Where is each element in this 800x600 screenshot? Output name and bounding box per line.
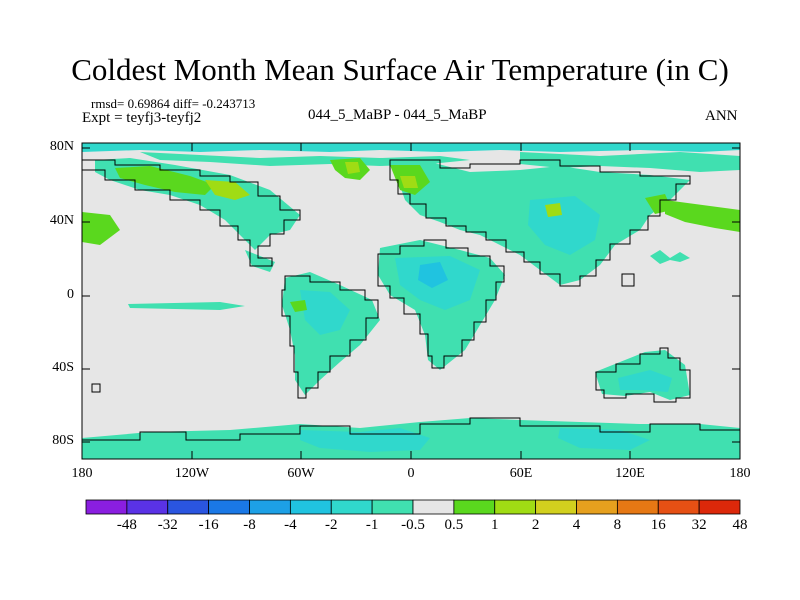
colorbar-swatch <box>657 499 700 515</box>
experiment-label: Expt = teyfj3-teyfj2 <box>82 110 202 126</box>
rmsd-diff-stats: rmsd= 0.69864 diff= -0.243713 <box>91 96 256 111</box>
arctic-anomaly <box>140 152 470 166</box>
eurasia-anomaly <box>400 176 418 188</box>
colorbar-swatch <box>289 499 332 515</box>
south-america-anomaly <box>290 300 307 312</box>
north-america-anomaly <box>115 166 215 195</box>
colorbar <box>85 499 741 515</box>
y-tick-label: 80S <box>52 433 74 448</box>
colorbar-swatch <box>616 499 659 515</box>
colorbar-label: -0.5 <box>401 517 425 533</box>
colorbar-swatch <box>249 499 291 515</box>
coastline <box>82 159 301 267</box>
colorbar-label: 1 <box>491 517 499 533</box>
colorbar-swatch <box>535 499 577 515</box>
arctic-anomaly <box>520 152 740 172</box>
colorbar-swatch <box>85 499 128 515</box>
colorbar-label: 0.5 <box>444 517 464 533</box>
eurasia-anomaly <box>665 200 740 232</box>
colorbar-label: 48 <box>732 517 748 533</box>
map-title: Coldest Month Mean Surface Air Temperatu… <box>71 52 729 87</box>
eurasia-anomaly <box>528 196 600 255</box>
sea-anomaly <box>650 250 690 264</box>
x-tick-label: 120W <box>174 466 210 481</box>
y-tick-label: 80N <box>49 139 74 154</box>
coastline <box>377 239 505 369</box>
colorbar-label: -32 <box>157 517 178 533</box>
coastline <box>91 383 101 393</box>
x-tick-label: 0 <box>407 466 415 481</box>
colorbar-swatch <box>494 499 537 515</box>
season-label: ANN <box>705 108 738 124</box>
coastline <box>595 347 691 403</box>
axis-ticks <box>81 143 741 459</box>
africa-anomaly <box>418 262 448 288</box>
west-pacific-anomaly <box>82 212 120 245</box>
x-tick-label: 180 <box>71 466 93 481</box>
x-tick-label: 60W <box>287 466 315 481</box>
greenland-anomaly <box>345 162 360 174</box>
colorbar-label: 2 <box>531 517 540 533</box>
colorbar-label: 16 <box>650 517 666 533</box>
antarctica-anomaly <box>558 428 650 450</box>
colorbar-swatch <box>330 499 373 515</box>
x-tick-label: 60E <box>509 466 533 481</box>
north-america-anomaly <box>205 180 250 200</box>
coastline <box>389 159 691 287</box>
colorbar-label: -4 <box>284 517 297 533</box>
australia-anomaly <box>618 370 672 392</box>
y-tick-label: 40S <box>52 360 74 375</box>
colorbar-swatch <box>698 499 741 515</box>
colorbar-swatch <box>371 499 414 515</box>
eurasia-anomaly <box>545 203 562 217</box>
colorbar-swatch <box>208 499 250 515</box>
sea-anomaly <box>128 302 245 310</box>
coastline <box>281 275 379 399</box>
colorbar-swatch <box>126 499 169 515</box>
colorbar-label: -16 <box>198 517 219 533</box>
colorbar-swatch <box>412 499 455 515</box>
x-tick-label: 120E <box>615 466 645 481</box>
map-plot-area <box>81 142 741 460</box>
coastlines <box>82 159 740 441</box>
y-tick-label: 40N <box>49 213 74 228</box>
colorbar-label: -8 <box>243 517 256 533</box>
south-america-anomaly <box>300 290 350 335</box>
coastline <box>82 417 740 441</box>
colorbar-swatch <box>576 499 618 515</box>
colorbar-label: -1 <box>365 517 379 533</box>
comparison-label: 044_5_MaBP - 044_5_MaBP <box>308 107 487 123</box>
colorbar-label: 4 <box>572 517 581 533</box>
x-tick-label: 180 <box>729 466 751 481</box>
colorbar-swatch <box>453 499 496 515</box>
y-tick-label: 0 <box>67 287 74 302</box>
colorbar-label: -2 <box>325 517 338 533</box>
colorbar-label: -48 <box>116 517 137 533</box>
colorbar-swatch <box>167 499 210 515</box>
colorbar-label: 32 <box>691 517 707 533</box>
coastline <box>621 273 635 287</box>
colorbar-label: 8 <box>613 517 622 533</box>
